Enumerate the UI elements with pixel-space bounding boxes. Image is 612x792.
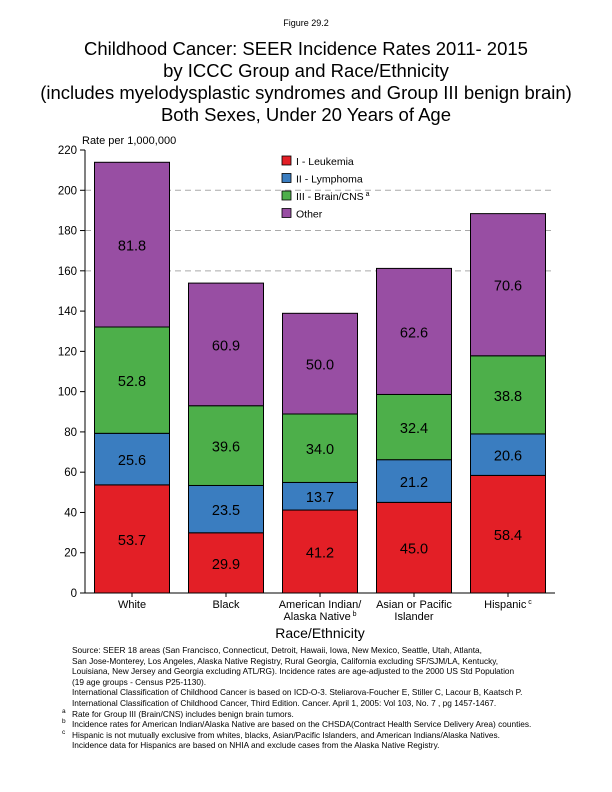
y-tick-label: 0 — [71, 588, 77, 600]
bar-segment — [470, 474, 546, 594]
bar-segment — [376, 393, 452, 461]
bar-segment — [94, 432, 170, 486]
data-label: 13.7 — [306, 490, 334, 506]
y-tick-label: 180 — [58, 226, 77, 238]
x-tick-label: Black — [213, 599, 240, 611]
y-tick-label: 120 — [58, 346, 77, 358]
legend-label: I - Leukemia — [296, 156, 354, 168]
y-tick-label: 140 — [58, 306, 77, 318]
y-axis-label: Rate per 1,000,000 — [82, 135, 176, 147]
data-label: 39.6 — [212, 440, 240, 456]
y-tick-label: 60 — [64, 467, 77, 479]
data-label: 81.8 — [118, 239, 146, 255]
data-label: 29.9 — [212, 557, 240, 573]
legend-swatch — [281, 155, 292, 166]
title-line: Childhood Cancer: SEER Incidence Rates 2… — [84, 38, 528, 59]
data-label: 38.8 — [494, 389, 522, 405]
data-label: 34.0 — [306, 442, 334, 458]
note-line: International Classification of Childhoo… — [72, 697, 497, 708]
title-line: Both Sexes, Under 20 Years of Age — [160, 104, 452, 125]
data-label: 25.6 — [118, 453, 146, 469]
y-tick-label: 200 — [58, 185, 77, 197]
legend-label: Other — [296, 209, 323, 221]
bar-segment — [470, 213, 546, 357]
bar-segment — [376, 501, 452, 594]
footnote: Incidence data for Hispanics are based o… — [72, 740, 440, 751]
stacked-bar-chart: 0 20 40 60 80 100 120 140 160 180 200 220 53.7 25.6 52… — [58, 135, 555, 641]
figure-label: Figure 29.2 — [283, 18, 329, 28]
footnote: a Rate for Group III (Brain/CNS) includes… — [62, 707, 294, 719]
x-tick-label: American Indian/ — [279, 599, 362, 611]
y-tick-label: 20 — [64, 548, 77, 560]
bar-segment — [94, 161, 170, 328]
y-tick-label: 160 — [58, 266, 77, 278]
y-tick-label: 100 — [58, 387, 77, 399]
legend-label: III - Brain/CNS a — [296, 191, 370, 203]
data-label: 62.6 — [400, 325, 428, 341]
y-tick-label: 40 — [64, 507, 77, 519]
x-tick-label: Alaska Native b — [283, 611, 356, 623]
bar-segment — [188, 282, 264, 407]
note-line: (19 age groups - Census P25-1130). — [72, 676, 207, 687]
data-label: 45.0 — [400, 542, 428, 558]
source-notes: Source: SEER 18 areas (San Francisco, Co… — [62, 645, 592, 751]
x-tick-label: White — [118, 599, 146, 611]
bar-segment — [188, 532, 264, 594]
chart-title: Childhood Cancer: SEER Incidence Rates 2… — [0, 38, 612, 126]
title-line: by ICCC Group and Race/Ethnicity — [163, 60, 449, 81]
legend-label: II - Lymphoma — [296, 174, 363, 186]
data-label: 23.5 — [212, 503, 240, 519]
bar-segment — [188, 484, 264, 534]
data-label: 20.6 — [494, 449, 522, 465]
bar-segment — [376, 267, 452, 395]
bar-segment — [282, 481, 358, 511]
data-label: 50.0 — [306, 358, 334, 374]
data-label: 58.4 — [494, 528, 522, 544]
bar-segment — [470, 433, 546, 476]
note-line: San Jose-Monterey, Los Angeles, Alaska N… — [72, 655, 499, 666]
legend-swatch — [281, 190, 292, 201]
note-line: Louisiana, New Jersey and Georgia exclud… — [72, 666, 515, 677]
y-tick-label: 220 — [58, 145, 77, 157]
title-line: (includes myelodysplastic syndromes and … — [40, 82, 572, 103]
x-axis-label: Race/Ethnicity — [275, 625, 364, 641]
data-label: 70.6 — [494, 279, 522, 295]
data-label: 53.7 — [118, 533, 146, 549]
note-line: International Classification of Childhoo… — [72, 687, 523, 698]
bar-segment — [470, 355, 546, 435]
data-label: 52.8 — [118, 374, 146, 390]
data-label: 60.9 — [212, 338, 240, 354]
x-tick-label: Hispanic c — [484, 599, 532, 611]
legend-swatch — [281, 173, 292, 183]
x-tick-label: Islander — [394, 611, 433, 623]
data-label: 21.2 — [400, 475, 428, 491]
x-tick-label: Asian or Pacific — [376, 599, 452, 611]
footnote: b Incidence rates for American Indian/Ala… — [62, 718, 532, 730]
footnote: c Hispanic is not mutually exclusive from… — [62, 728, 500, 740]
note-line: Source: SEER 18 areas (San Francisco, Co… — [72, 645, 482, 655]
legend-swatch — [281, 208, 292, 218]
data-label: 32.4 — [400, 421, 428, 437]
bar-segment — [282, 509, 358, 594]
bar-segment — [94, 484, 170, 594]
bar-segment — [282, 312, 358, 415]
y-tick-label: 80 — [64, 427, 77, 439]
bar-segment — [188, 405, 264, 486]
data-label: 41.2 — [306, 546, 334, 562]
